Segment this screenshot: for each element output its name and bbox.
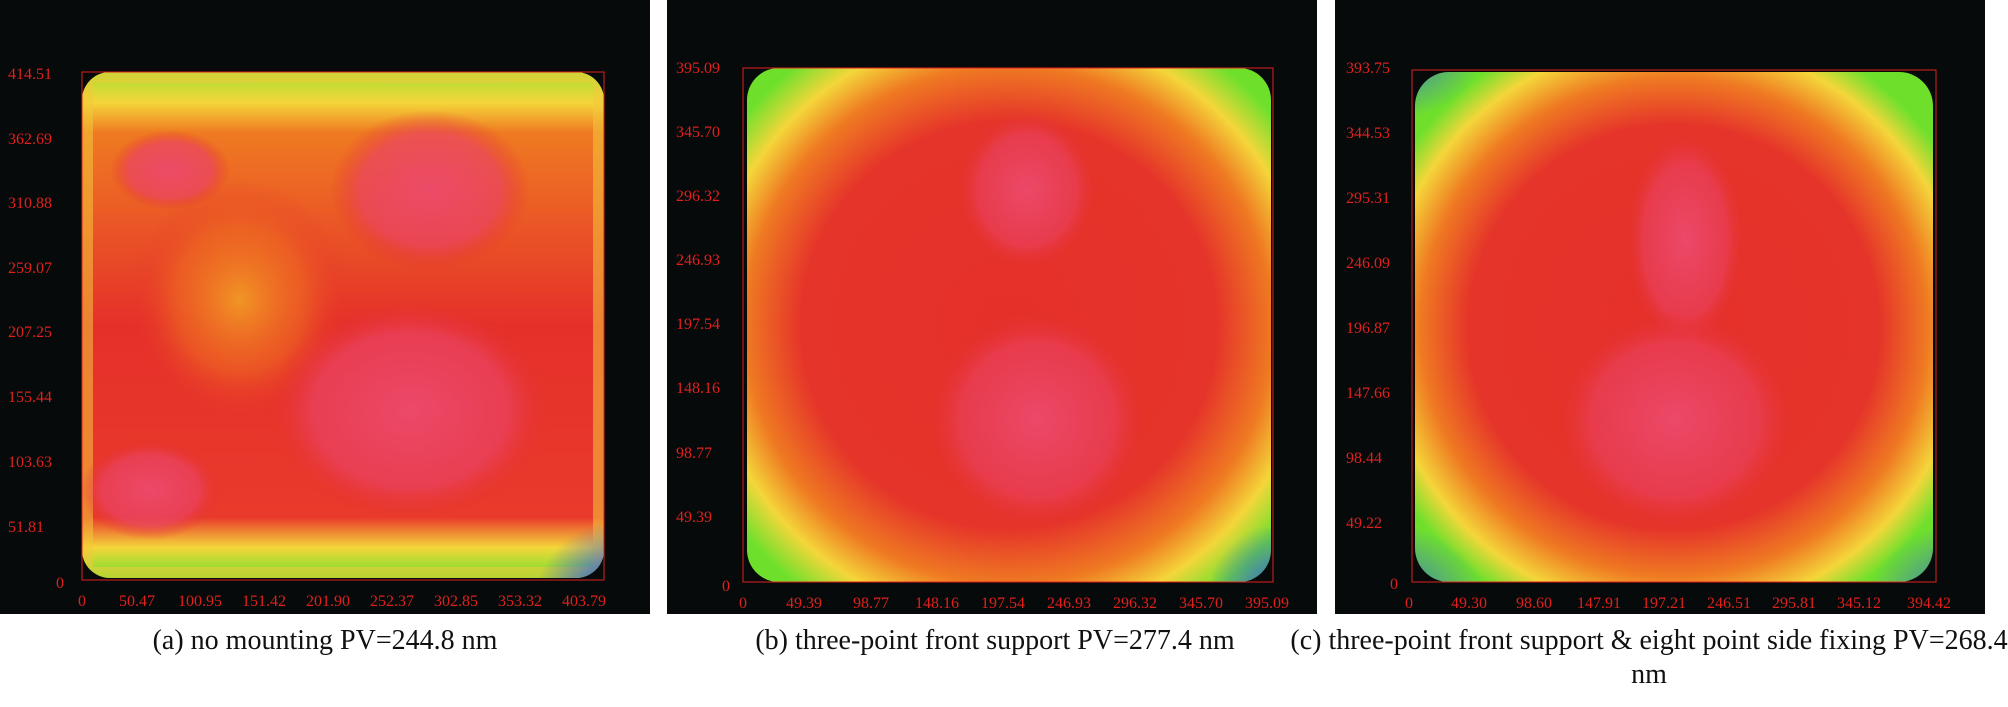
x-tick-label: 151.42 xyxy=(242,593,286,610)
x-tick-label: 394.42 xyxy=(1907,595,1951,612)
x-tick-label: 345.12 xyxy=(1837,595,1881,612)
surface-map-panel-c: 393.75 344.53 295.31 246.09 196.87 147.6… xyxy=(1335,0,1985,614)
y-tick-label: 197.54 xyxy=(676,316,720,333)
caption-c: (c) three-point front support & eight po… xyxy=(1290,625,2008,690)
y-tick-label: 147.66 xyxy=(1346,385,1390,402)
y-tick-label: 362.69 xyxy=(8,131,52,148)
x-tick-label: 252.37 xyxy=(370,593,414,610)
y-tick-label: 49.22 xyxy=(1346,515,1382,532)
y-tick-label: 0 xyxy=(722,578,730,595)
y-tick-label: 49.39 xyxy=(676,509,712,526)
x-tick-label: 147.91 xyxy=(1577,595,1621,612)
x-tick-label: 0 xyxy=(1405,595,1413,612)
x-tick-label: 197.54 xyxy=(981,595,1025,612)
caption-b: (b) three-point front support PV=277.4 n… xyxy=(755,625,1235,656)
y-axis-ticks-a: 414.51 362.69 310.88 259.07 207.25 155.4… xyxy=(8,66,64,592)
x-tick-label: 148.16 xyxy=(915,595,959,612)
x-tick-label: 395.09 xyxy=(1245,595,1289,612)
y-tick-label: 98.44 xyxy=(1346,450,1382,467)
x-tick-label: 353.32 xyxy=(498,593,542,610)
x-tick-label: 100.95 xyxy=(178,593,222,610)
y-tick-label: 196.87 xyxy=(1346,320,1390,337)
surface-shape-a xyxy=(82,72,604,578)
x-axis-ticks-b: 0 49.39 98.77 148.16 197.54 246.93 296.3… xyxy=(739,595,1289,612)
x-tick-label: 0 xyxy=(78,593,86,610)
x-tick-label: 98.60 xyxy=(1516,595,1552,612)
y-axis-ticks-c: 393.75 344.53 295.31 246.09 196.87 147.6… xyxy=(1346,60,1398,593)
y-tick-label: 344.53 xyxy=(1346,125,1390,142)
y-tick-label: 155.44 xyxy=(8,389,52,406)
y-tick-label: 395.09 xyxy=(676,60,720,77)
x-tick-label: 302.85 xyxy=(434,593,478,610)
y-tick-label: 98.77 xyxy=(676,445,712,462)
surface-map-panel-b: 395.09 345.70 296.32 246.93 197.54 148.1… xyxy=(667,0,1317,614)
y-tick-label: 296.32 xyxy=(676,188,720,205)
x-tick-label: 49.39 xyxy=(786,595,822,612)
x-tick-label: 403.79 xyxy=(562,593,606,610)
y-tick-label: 246.93 xyxy=(676,252,720,269)
y-tick-label: 259.07 xyxy=(8,260,52,277)
surface-map-a: 414.51 362.69 310.88 259.07 207.25 155.4… xyxy=(8,66,606,610)
surface-map-c: 393.75 344.53 295.31 246.09 196.87 147.6… xyxy=(1346,60,1951,612)
y-axis-ticks-b: 395.09 345.70 296.32 246.93 197.54 148.1… xyxy=(676,60,730,595)
surface-map-panel-a: 414.51 362.69 310.88 259.07 207.25 155.4… xyxy=(0,0,650,614)
x-tick-label: 197.21 xyxy=(1642,595,1686,612)
y-tick-label: 393.75 xyxy=(1346,60,1390,77)
y-tick-label: 0 xyxy=(1390,576,1398,593)
surface-shape-b xyxy=(747,68,1271,582)
x-tick-label: 296.32 xyxy=(1113,595,1157,612)
y-tick-label: 310.88 xyxy=(8,195,52,212)
y-tick-label: 345.70 xyxy=(676,124,720,141)
y-tick-label: 51.81 xyxy=(8,519,44,536)
x-tick-label: 246.51 xyxy=(1707,595,1751,612)
x-tick-label: 49.30 xyxy=(1451,595,1487,612)
caption-a: (a) no mounting PV=244.8 nm xyxy=(152,625,498,656)
y-tick-label: 414.51 xyxy=(8,66,52,83)
y-tick-label: 148.16 xyxy=(676,380,720,397)
x-tick-label: 246.93 xyxy=(1047,595,1091,612)
x-axis-ticks-c: 0 49.30 98.60 147.91 197.21 246.51 295.8… xyxy=(1405,595,1951,612)
y-tick-label: 207.25 xyxy=(8,324,52,341)
x-tick-label: 0 xyxy=(739,595,747,612)
y-tick-label: 246.09 xyxy=(1346,255,1390,272)
x-tick-label: 201.90 xyxy=(306,593,350,610)
y-tick-label: 103.63 xyxy=(8,454,52,471)
x-tick-label: 50.47 xyxy=(119,593,155,610)
surface-map-b: 395.09 345.70 296.32 246.93 197.54 148.1… xyxy=(676,60,1289,612)
x-axis-ticks-a: 0 50.47 100.95 151.42 201.90 252.37 302.… xyxy=(78,593,606,610)
x-tick-label: 345.70 xyxy=(1179,595,1223,612)
y-tick-label: 295.31 xyxy=(1346,190,1390,207)
x-tick-label: 295.81 xyxy=(1772,595,1816,612)
x-tick-label: 98.77 xyxy=(853,595,889,612)
y-tick-label: 0 xyxy=(56,575,64,592)
surface-shape-c xyxy=(1415,72,1933,582)
